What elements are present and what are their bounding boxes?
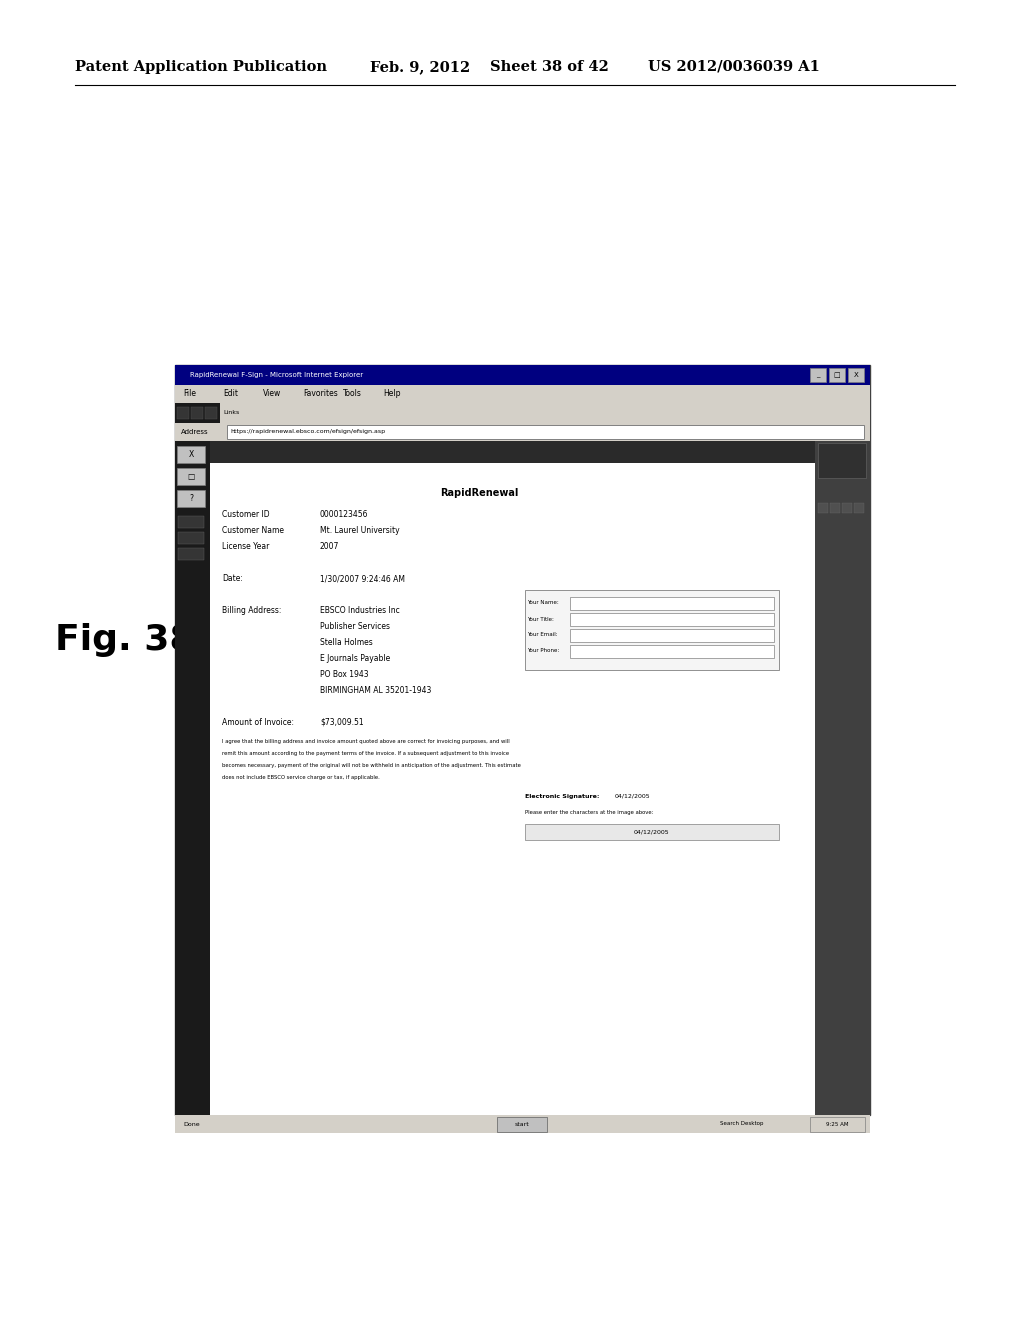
Text: E Journals Payable: E Journals Payable: [319, 653, 390, 663]
Bar: [177, 469, 205, 484]
Bar: [210, 441, 815, 1115]
Bar: [829, 368, 845, 381]
Bar: [815, 441, 870, 1115]
Text: Fig. 38: Fig. 38: [55, 623, 195, 657]
Text: 04/12/2005: 04/12/2005: [634, 829, 670, 834]
Text: □: □: [187, 473, 195, 480]
Text: BIRMINGHAM AL 35201-1943: BIRMINGHAM AL 35201-1943: [319, 686, 431, 696]
Bar: [175, 1115, 870, 1133]
Text: Sheet 38 of 42: Sheet 38 of 42: [490, 59, 609, 74]
Bar: [178, 532, 204, 544]
Bar: [205, 407, 217, 418]
Text: _: _: [816, 372, 820, 378]
Bar: [177, 490, 205, 507]
Text: Tools: Tools: [343, 389, 361, 399]
Bar: [177, 407, 189, 418]
Text: Customer Name: Customer Name: [222, 525, 284, 535]
Bar: [854, 503, 864, 513]
Bar: [524, 824, 778, 840]
Bar: [810, 368, 826, 381]
Text: Favorites: Favorites: [303, 389, 338, 399]
Text: Patent Application Publication: Patent Application Publication: [75, 59, 327, 74]
Bar: [818, 444, 866, 478]
Text: Your Phone:: Your Phone:: [526, 648, 559, 653]
Text: Please enter the characters at the image above:: Please enter the characters at the image…: [524, 810, 653, 814]
Text: Address: Address: [181, 429, 209, 436]
Bar: [497, 1117, 547, 1133]
Bar: [175, 441, 210, 1115]
Text: Done: Done: [183, 1122, 200, 1126]
Text: RapidRenewal F-Sign - Microsoft Internet Explorer: RapidRenewal F-Sign - Microsoft Internet…: [190, 372, 364, 378]
Text: Search Desktop: Search Desktop: [720, 1122, 764, 1126]
Bar: [178, 516, 204, 528]
Bar: [569, 630, 774, 642]
Text: Edit: Edit: [223, 389, 238, 399]
Text: $73,009.51: $73,009.51: [319, 718, 364, 727]
Text: https://rapidrenewal.ebsco.com/efsign/efsign.asp: https://rapidrenewal.ebsco.com/efsign/ef…: [230, 429, 385, 434]
Text: remit this amount according to the payment terms of the invoice. If a subsequent: remit this amount according to the payme…: [222, 751, 509, 756]
Text: US 2012/0036039 A1: US 2012/0036039 A1: [648, 59, 820, 74]
Bar: [175, 366, 870, 385]
Text: Date:: Date:: [222, 574, 243, 583]
Text: 2007: 2007: [319, 543, 339, 550]
Bar: [175, 366, 870, 1115]
Bar: [569, 645, 774, 657]
Text: Your Email:: Your Email:: [526, 632, 557, 638]
Text: Billing Address:: Billing Address:: [222, 606, 282, 615]
Bar: [810, 1117, 865, 1133]
Text: License Year: License Year: [222, 543, 269, 550]
Text: Stella Holmes: Stella Holmes: [319, 638, 373, 647]
Text: Electronic Signature:: Electronic Signature:: [524, 795, 599, 799]
Text: Your Name:: Your Name:: [526, 601, 558, 606]
Text: EBSCO Industries Inc: EBSCO Industries Inc: [319, 606, 399, 615]
Text: View: View: [263, 389, 282, 399]
Text: Amount of Invoice:: Amount of Invoice:: [222, 718, 294, 727]
Text: Mt. Laurel University: Mt. Laurel University: [319, 525, 399, 535]
Text: Feb. 9, 2012: Feb. 9, 2012: [370, 59, 470, 74]
Text: does not include EBSCO service charge or tax, if applicable.: does not include EBSCO service charge or…: [222, 775, 380, 780]
Text: Your Title:: Your Title:: [526, 616, 554, 622]
Bar: [220, 403, 870, 422]
Text: PO Box 1943: PO Box 1943: [319, 671, 369, 678]
Text: File: File: [183, 389, 196, 399]
Text: □: □: [834, 372, 841, 378]
Text: 1/30/2007 9:24:46 AM: 1/30/2007 9:24:46 AM: [319, 574, 406, 583]
Text: Links: Links: [223, 411, 240, 416]
Bar: [818, 503, 828, 513]
Bar: [175, 422, 870, 441]
Text: 04/12/2005: 04/12/2005: [614, 795, 650, 799]
Bar: [842, 503, 852, 513]
Bar: [227, 425, 864, 440]
Bar: [848, 368, 864, 381]
Bar: [175, 385, 870, 403]
Text: X: X: [854, 372, 858, 378]
Text: start: start: [515, 1122, 529, 1126]
Text: RapidRenewal: RapidRenewal: [440, 488, 518, 498]
Bar: [177, 446, 205, 463]
Text: X: X: [188, 450, 194, 459]
Text: ?: ?: [189, 494, 193, 503]
Text: I agree that the billing address and invoice amount quoted above are correct for: I agree that the billing address and inv…: [222, 739, 510, 744]
Bar: [524, 590, 778, 671]
Text: becomes necessary, payment of the original will not be withheld in anticipation : becomes necessary, payment of the origin…: [222, 763, 521, 768]
Bar: [191, 407, 203, 418]
Bar: [830, 503, 840, 513]
Bar: [178, 548, 204, 560]
Text: 0000123456: 0000123456: [319, 510, 369, 519]
Bar: [210, 441, 815, 463]
Bar: [569, 612, 774, 626]
Text: 9:25 AM: 9:25 AM: [825, 1122, 848, 1126]
Text: Publisher Services: Publisher Services: [319, 622, 390, 631]
Bar: [175, 403, 220, 422]
Bar: [569, 597, 774, 610]
Text: Customer ID: Customer ID: [222, 510, 269, 519]
Text: Help: Help: [383, 389, 400, 399]
